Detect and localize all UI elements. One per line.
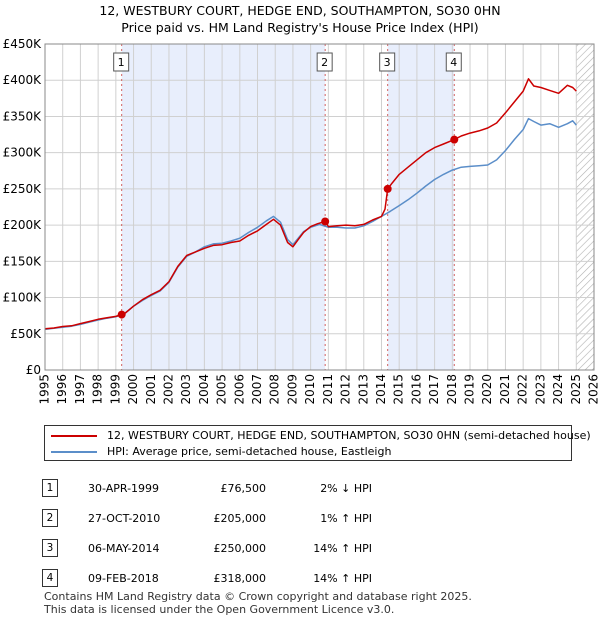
transaction-hpi: 14% ↑ HPI — [313, 571, 372, 585]
x-tick-label: 2002 — [161, 374, 175, 405]
transaction-marker-number: 3 — [384, 56, 391, 69]
x-tick-label: 2003 — [179, 374, 193, 405]
x-tick-label: 2026 — [587, 374, 600, 405]
chart-legend: 12, WESTBURY COURT, HEDGE END, SOUTHAMPT… — [44, 425, 591, 461]
price-chart: 1 2 3 4 £0 £50K £100K £150K £200K £250K £300K £350… — [3, 37, 600, 405]
transaction-point — [321, 217, 330, 226]
x-tick-label: 2017 — [427, 374, 441, 405]
table-row: 3 06-MAY-2014 £250,000 14% ↑ HPI — [42, 533, 372, 563]
y-tick-label: £200K — [3, 218, 43, 232]
x-tick-label: 1998 — [91, 374, 105, 405]
x-tick-label: 2001 — [144, 374, 158, 405]
x-tick-label: 2020 — [480, 374, 494, 405]
transaction-badge: 1 — [42, 479, 58, 497]
shaded-span — [121, 44, 326, 370]
x-tick-label: 2012 — [339, 374, 353, 405]
table-row: 4 09-FEB-2018 £318,000 14% ↑ HPI — [42, 563, 372, 593]
x-tick-label: 2008 — [268, 374, 282, 405]
legend-item-hpi: HPI: Average price, semi-detached house,… — [51, 444, 391, 460]
y-tick-label: £0 — [26, 363, 41, 377]
transaction-date: 30-APR-1999 — [88, 481, 160, 495]
x-tick-label: 2015 — [392, 374, 406, 405]
x-tick-label: 2007 — [250, 374, 264, 405]
legend-label-property: 12, WESTBURY COURT, HEDGE END, SOUTHAMPT… — [107, 429, 591, 442]
transaction-point — [450, 135, 459, 144]
transaction-point — [383, 184, 392, 193]
transaction-hpi: 2% ↓ HPI — [320, 481, 372, 495]
x-tick-label: 2016 — [409, 374, 423, 405]
x-tick-label: 2023 — [533, 374, 547, 405]
transaction-price: £250,000 — [213, 541, 267, 555]
transactions-table: 1 30-APR-1999 £76,500 2% ↓ HPI 2 27-OCT-… — [42, 473, 372, 593]
y-tick-label: £100K — [3, 291, 43, 305]
transaction-marker-box — [316, 52, 333, 72]
x-tick-label: 2014 — [374, 374, 388, 405]
transaction-price: £76,500 — [220, 481, 267, 495]
y-tick-label: £300K — [3, 146, 43, 160]
transaction-marker-number: 1 — [118, 56, 125, 69]
legend-swatch-property — [51, 435, 97, 437]
table-row: 1 30-APR-1999 £76,500 2% ↓ HPI — [42, 473, 372, 503]
x-tick-label: 2022 — [516, 374, 530, 405]
x-tick-label: 2018 — [445, 374, 459, 405]
transaction-marker-box — [379, 52, 396, 72]
x-tick-label: 1999 — [108, 374, 122, 405]
x-tick-label: 2019 — [463, 374, 477, 405]
transaction-date: 06-MAY-2014 — [88, 541, 160, 555]
x-tick-label: 2011 — [321, 374, 335, 405]
x-tick-label: 2024 — [551, 374, 565, 405]
footer-licence: This data is licensed under the Open Gov… — [44, 603, 395, 616]
chart-subtitle: Price paid vs. HM Land Registry's House … — [121, 20, 479, 35]
legend-item-property: 12, WESTBURY COURT, HEDGE END, SOUTHAMPT… — [51, 428, 591, 444]
transaction-hpi: 1% ↑ HPI — [320, 511, 372, 525]
transaction-price: £205,000 — [213, 511, 267, 525]
x-tick-label: 2004 — [197, 374, 211, 405]
x-tick-label: 2000 — [126, 374, 140, 405]
transaction-badge: 2 — [42, 509, 58, 527]
transaction-badge: 3 — [42, 539, 58, 557]
y-tick-label: £50K — [10, 327, 42, 341]
table-row: 2 27-OCT-2010 £205,000 1% ↑ HPI — [42, 503, 372, 533]
transaction-badge: 4 — [42, 569, 58, 587]
y-tick-label: £250K — [3, 182, 43, 196]
legend-label-hpi: HPI: Average price, semi-detached house,… — [107, 445, 392, 458]
transaction-point — [117, 310, 126, 319]
plot-border — [44, 43, 595, 371]
x-tick-label: 2010 — [303, 374, 317, 405]
x-tick-label: 2006 — [232, 374, 246, 405]
transaction-price: £318,000 — [213, 571, 267, 585]
hatched-region — [576, 44, 594, 370]
x-tick-label: 2005 — [215, 374, 229, 405]
transaction-date: 27-OCT-2010 — [88, 511, 161, 525]
transaction-marker-box — [445, 52, 462, 72]
legend-swatch-hpi — [51, 451, 97, 453]
x-tick-label: 1996 — [55, 374, 69, 405]
x-tick-label: 2025 — [569, 374, 583, 405]
y-tick-label: £400K — [3, 73, 43, 87]
transaction-marker-number: 4 — [450, 56, 457, 69]
x-tick-label: 2013 — [356, 374, 370, 405]
transaction-date: 09-FEB-2018 — [88, 571, 159, 585]
chart-title: 12, WESTBURY COURT, HEDGE END, SOUTHAMPT… — [99, 3, 501, 18]
x-tick-label: 1995 — [38, 374, 52, 405]
y-tick-label: £350K — [3, 109, 43, 123]
footer-copyright: Contains HM Land Registry data © Crown c… — [44, 590, 472, 603]
transaction-marker-number: 2 — [321, 56, 328, 69]
property-series-line — [44, 78, 577, 330]
y-tick-label: £150K — [3, 254, 43, 268]
transaction-hpi: 14% ↑ HPI — [313, 541, 372, 555]
x-tick-label: 2009 — [285, 374, 299, 405]
transaction-marker-box — [113, 52, 130, 72]
y-tick-label: £450K — [3, 37, 43, 51]
x-tick-label: 2021 — [498, 374, 512, 405]
x-tick-label: 1997 — [73, 374, 87, 405]
